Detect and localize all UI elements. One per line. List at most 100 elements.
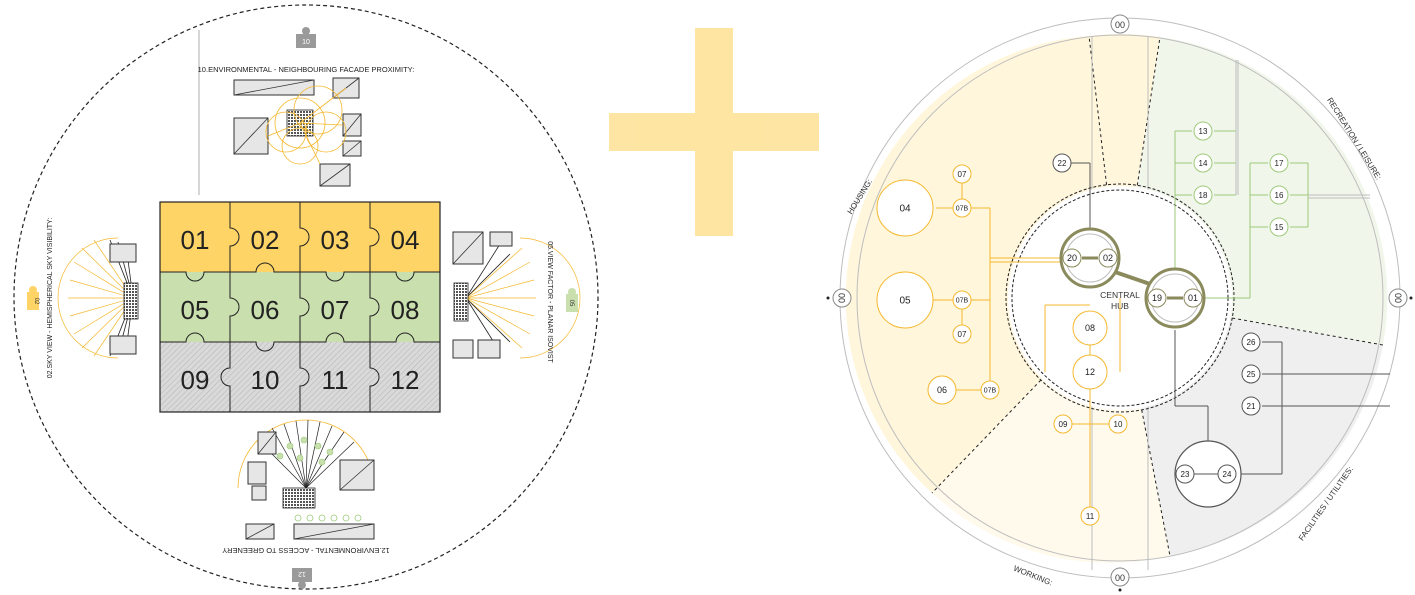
node-label: 02 xyxy=(1103,253,1113,263)
central-hub-label-1: CENTRAL xyxy=(1100,290,1140,300)
puzzle-badge-bottom: 12 xyxy=(292,568,312,589)
node-label: 07B xyxy=(956,205,969,212)
axis-marker-right: 00 xyxy=(1388,288,1413,308)
node-label: 11 xyxy=(1086,512,1095,521)
node-09: 09 xyxy=(1053,414,1073,434)
node-label: 10 xyxy=(1114,420,1123,429)
badge-right-label: 05 xyxy=(568,300,574,307)
puzzle-piece-12: 12 xyxy=(391,365,420,395)
node-17: 17 xyxy=(1269,153,1289,173)
node-14: 14 xyxy=(1193,153,1213,173)
axis-marker-top: 00 xyxy=(1110,14,1130,34)
puzzle-piece-10: 10 xyxy=(251,365,280,395)
puzzle-piece-02: 02 xyxy=(251,225,280,255)
puzzle-piece-05: 05 xyxy=(181,295,210,325)
top-diagram-label: 10.ENVIRONMENTAL - NEIGHBOURING FACADE P… xyxy=(198,65,415,74)
node-label: 23 xyxy=(1181,470,1190,479)
sector-working-label: WORKING: xyxy=(1012,564,1054,588)
left-diagram-label: 02.SKY VIEW - HEMISPHERICAL SKY VISIBILI… xyxy=(47,218,54,379)
node-label: 24 xyxy=(1223,470,1232,479)
node-25: 25 xyxy=(1241,364,1261,384)
left-panel: 10 10.ENVIRONMENTAL - NEIGHBOURING FACAD… xyxy=(13,4,599,590)
puzzle-piece-04: 04 xyxy=(391,225,420,255)
node-label: 20 xyxy=(1067,253,1077,263)
node-label: 07 xyxy=(958,330,967,339)
node-label: 18 xyxy=(1199,191,1208,200)
sector-housing xyxy=(845,36,1120,493)
greenery-access-diagram xyxy=(237,419,375,540)
badge-left-label: 02 xyxy=(33,298,39,305)
node-13: 13 xyxy=(1193,121,1213,141)
node-label: 07 xyxy=(958,170,967,179)
node-label: 22 xyxy=(1058,159,1067,168)
node-label: 21 xyxy=(1247,402,1256,411)
node-19: 19 xyxy=(1147,288,1167,308)
node-label: 07B xyxy=(956,297,969,304)
left-boundary-circle xyxy=(13,4,599,590)
puzzle-piece-09: 09 xyxy=(181,365,210,395)
node-label: 26 xyxy=(1247,338,1256,347)
node-02: 02 xyxy=(1098,248,1118,268)
view-factor-diagram xyxy=(452,231,581,359)
puzzle-badge-right: 05 xyxy=(566,288,578,312)
node-label: 04 xyxy=(899,204,911,215)
right-diagram-label: 05.VIEW FACTOR - PLANAR ISOVIST xyxy=(546,241,553,363)
puzzle-grid: 01 02 03 04 05 06 07 08 09 10 11 12 xyxy=(159,201,441,413)
puzzle-badge-left: 02 xyxy=(27,286,39,310)
node-label: 19 xyxy=(1152,293,1162,303)
puzzle-piece-11: 11 xyxy=(322,365,349,395)
sky-view-diagram xyxy=(57,237,139,359)
node-01: 01 xyxy=(1183,288,1203,308)
node-26: 26 xyxy=(1241,332,1261,352)
node-23: 23 xyxy=(1175,464,1195,484)
node-label: 13 xyxy=(1199,127,1208,136)
svg-text:00: 00 xyxy=(837,293,847,303)
puzzle-piece-03: 03 xyxy=(321,225,350,255)
node-07: 07 xyxy=(952,164,972,184)
node-label: 25 xyxy=(1247,370,1256,379)
node-label: 15 xyxy=(1275,223,1284,232)
sector-housing-top xyxy=(1089,34,1160,298)
puzzle-piece-06: 06 xyxy=(251,295,280,325)
node-18: 18 xyxy=(1193,185,1213,205)
badge-bottom-label: 12 xyxy=(298,570,306,577)
node-06: 06 xyxy=(927,375,957,405)
badge-top-label: 10 xyxy=(302,39,310,46)
node-label: 17 xyxy=(1275,159,1284,168)
axis-marker-bottom: 00 xyxy=(1110,567,1130,592)
plus-icon xyxy=(609,28,819,236)
node-15: 15 xyxy=(1269,217,1289,237)
axis-marker-left: 00 xyxy=(826,288,852,308)
node-07: 07 xyxy=(952,324,972,344)
node-label: 06 xyxy=(937,385,947,395)
node-label: 12 xyxy=(1085,367,1095,377)
node-label: 16 xyxy=(1275,191,1284,200)
node-24: 24 xyxy=(1217,464,1237,484)
puzzle-piece-08: 08 xyxy=(391,295,420,325)
node-label: 08 xyxy=(1085,323,1095,333)
node-11: 11 xyxy=(1080,506,1100,526)
node-07B: 07B xyxy=(952,290,972,310)
node-label: 01 xyxy=(1188,293,1198,303)
hub-ring-20-02 xyxy=(1059,227,1121,289)
node-05: 05 xyxy=(876,271,934,329)
node-label: 05 xyxy=(899,296,911,307)
node-08: 08 xyxy=(1072,310,1108,346)
node-label: 07B xyxy=(984,387,997,394)
svg-text:00: 00 xyxy=(1115,573,1125,583)
node-07B: 07B xyxy=(952,198,972,218)
node-07B: 07B xyxy=(980,380,1000,400)
facade-proximity-diagram xyxy=(233,77,362,187)
bottom-diagram-label: 12.ENVIRONMENTAL - ACCESS TO GREENERY xyxy=(222,546,390,555)
node-10: 10 xyxy=(1108,414,1128,434)
svg-text:00: 00 xyxy=(1393,293,1403,303)
node-label: 14 xyxy=(1199,159,1208,168)
node-04: 04 xyxy=(876,179,934,237)
node-12: 12 xyxy=(1072,354,1108,390)
node-16: 16 xyxy=(1269,185,1289,205)
right-panel: CENTRAL HUB xyxy=(826,14,1413,592)
hub-ring-19-01 xyxy=(1144,267,1206,329)
puzzle-piece-01: 01 xyxy=(181,225,210,255)
puzzle-piece-07: 07 xyxy=(321,295,350,325)
node-21: 21 xyxy=(1241,396,1261,416)
